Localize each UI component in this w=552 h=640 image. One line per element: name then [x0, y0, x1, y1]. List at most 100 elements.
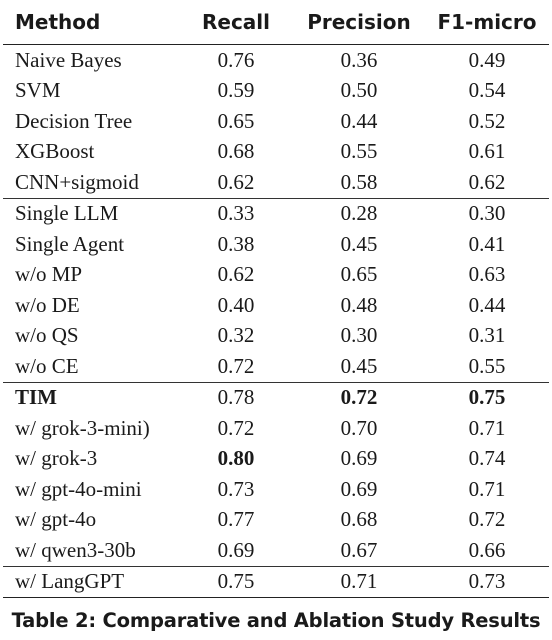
recall-cell: 0.65 [217, 108, 255, 133]
table-row: Single Agent 0.38 0.45 0.41 [3, 229, 549, 260]
table-row: w/ gpt-4o 0.77 0.68 0.72 [3, 505, 549, 536]
recall-cell: 0.75 [217, 569, 255, 594]
f1-cell: 0.44 [468, 292, 506, 317]
method-cell: w/o CE [15, 353, 79, 378]
table-row: w/o QS 0.32 0.30 0.31 [3, 321, 549, 352]
bottom-rule [3, 597, 549, 598]
table-row: w/ LangGPT 0.75 0.71 0.73 [3, 567, 549, 598]
table-caption: Table 2: Comparative and Ablation Study … [11, 609, 541, 632]
table-row: w/o MP 0.62 0.65 0.63 [3, 260, 549, 291]
precision-cell: 0.68 [340, 507, 378, 532]
f1-cell: 0.52 [468, 108, 506, 133]
recall-cell: 0.78 [217, 385, 255, 410]
header-precision: Precision [307, 10, 411, 34]
precision-cell: 0.28 [340, 201, 378, 226]
f1-cell: 0.66 [468, 537, 506, 562]
table-row: w/o DE 0.40 0.48 0.44 [3, 290, 549, 321]
precision-cell: 0.67 [340, 537, 378, 562]
precision-cell: 0.55 [340, 139, 378, 164]
method-cell: Decision Tree [15, 108, 133, 133]
f1-cell: 0.71 [468, 476, 506, 501]
recall-cell: 0.80 [217, 446, 255, 471]
table-row: Decision Tree 0.65 0.44 0.52 [3, 106, 549, 137]
table-body: Naive Bayes 0.76 0.36 0.49 SVM 0.59 0.50 0.54 De… [3, 45, 549, 598]
method-cell: w/o MP [15, 262, 83, 287]
f1-cell: 0.73 [468, 569, 506, 594]
precision-cell: 0.30 [340, 323, 378, 348]
method-cell: w/o QS [15, 323, 79, 348]
f1-cell: 0.74 [468, 446, 506, 471]
precision-cell: 0.45 [340, 231, 378, 256]
precision-cell: 0.71 [340, 569, 378, 594]
method-cell: SVM [15, 78, 61, 103]
method-cell: w/ grok-3 [15, 446, 98, 471]
recall-cell: 0.32 [217, 323, 255, 348]
table-row: w/ grok-3 0.80 0.69 0.74 [3, 444, 549, 475]
table-row: CNN+sigmoid 0.62 0.58 0.62 [3, 167, 549, 198]
precision-cell: 0.70 [340, 415, 378, 440]
header-method: Method [15, 10, 101, 34]
recall-cell: 0.72 [217, 415, 255, 440]
f1-cell: 0.30 [468, 201, 506, 226]
method-cell: Naive Bayes [15, 47, 122, 72]
f1-cell: 0.62 [468, 169, 506, 194]
recall-cell: 0.72 [217, 353, 255, 378]
recall-cell: 0.59 [217, 78, 255, 103]
f1-cell: 0.63 [468, 262, 506, 287]
header-rule [3, 44, 549, 45]
method-cell: w/ qwen3-30b [15, 537, 136, 562]
recall-cell: 0.40 [217, 292, 255, 317]
group-separator [3, 381, 549, 383]
method-cell: w/ LangGPT [15, 569, 125, 594]
method-cell: Single Agent [15, 231, 125, 256]
precision-cell: 0.65 [340, 262, 378, 287]
precision-cell: 0.36 [340, 47, 378, 72]
table-row: Naive Bayes 0.76 0.36 0.49 [3, 45, 549, 76]
table-row: w/ qwen3-30b 0.69 0.67 0.66 [3, 535, 549, 566]
method-cell: w/ grok-3-mini) [15, 415, 150, 440]
method-cell: CNN+sigmoid [15, 169, 139, 194]
precision-cell: 0.69 [340, 446, 378, 471]
method-cell: w/o DE [15, 292, 80, 317]
recall-cell: 0.77 [217, 507, 255, 532]
method-cell: w/ gpt-4o-mini [15, 476, 142, 501]
method-cell: XGBoost [15, 139, 95, 164]
precision-cell: 0.58 [340, 169, 378, 194]
f1-cell: 0.71 [468, 415, 506, 440]
recall-cell: 0.33 [217, 201, 255, 226]
recall-cell: 0.62 [217, 262, 255, 287]
f1-cell: 0.31 [468, 323, 506, 348]
group-separator [3, 565, 549, 567]
precision-cell: 0.72 [340, 385, 378, 410]
header-row: Method Recall Precision F1-micro [3, 0, 549, 44]
method-cell: TIM [15, 385, 57, 410]
f1-cell: 0.75 [468, 385, 506, 410]
recall-cell: 0.38 [217, 231, 255, 256]
recall-cell: 0.73 [217, 476, 255, 501]
group-separator [3, 197, 549, 199]
table-row: w/o CE 0.72 0.45 0.55 [3, 351, 549, 382]
header-recall: Recall [201, 10, 271, 34]
f1-cell: 0.72 [468, 507, 506, 532]
header-f1: F1-micro [437, 10, 537, 34]
recall-cell: 0.69 [217, 537, 255, 562]
precision-cell: 0.69 [340, 476, 378, 501]
method-cell: w/ gpt-4o [15, 507, 97, 532]
f1-cell: 0.41 [468, 231, 506, 256]
table-row: w/ grok-3-mini) 0.72 0.70 0.71 [3, 413, 549, 444]
table-row: Single LLM 0.33 0.28 0.30 [3, 199, 549, 230]
table-row: w/ gpt-4o-mini 0.73 0.69 0.71 [3, 474, 549, 505]
recall-cell: 0.62 [217, 169, 255, 194]
precision-cell: 0.45 [340, 353, 378, 378]
table-row: SVM 0.59 0.50 0.54 [3, 76, 549, 107]
method-cell: Single LLM [15, 201, 119, 226]
precision-cell: 0.48 [340, 292, 378, 317]
f1-cell: 0.61 [468, 139, 506, 164]
f1-cell: 0.55 [468, 353, 506, 378]
recall-cell: 0.76 [217, 47, 255, 72]
results-table: Method Recall Precision F1-micro Naive B… [3, 0, 549, 598]
table-row: XGBoost 0.68 0.55 0.61 [3, 137, 549, 168]
table-row: TIM 0.78 0.72 0.75 [3, 383, 549, 414]
f1-cell: 0.54 [468, 78, 506, 103]
precision-cell: 0.44 [340, 108, 378, 133]
